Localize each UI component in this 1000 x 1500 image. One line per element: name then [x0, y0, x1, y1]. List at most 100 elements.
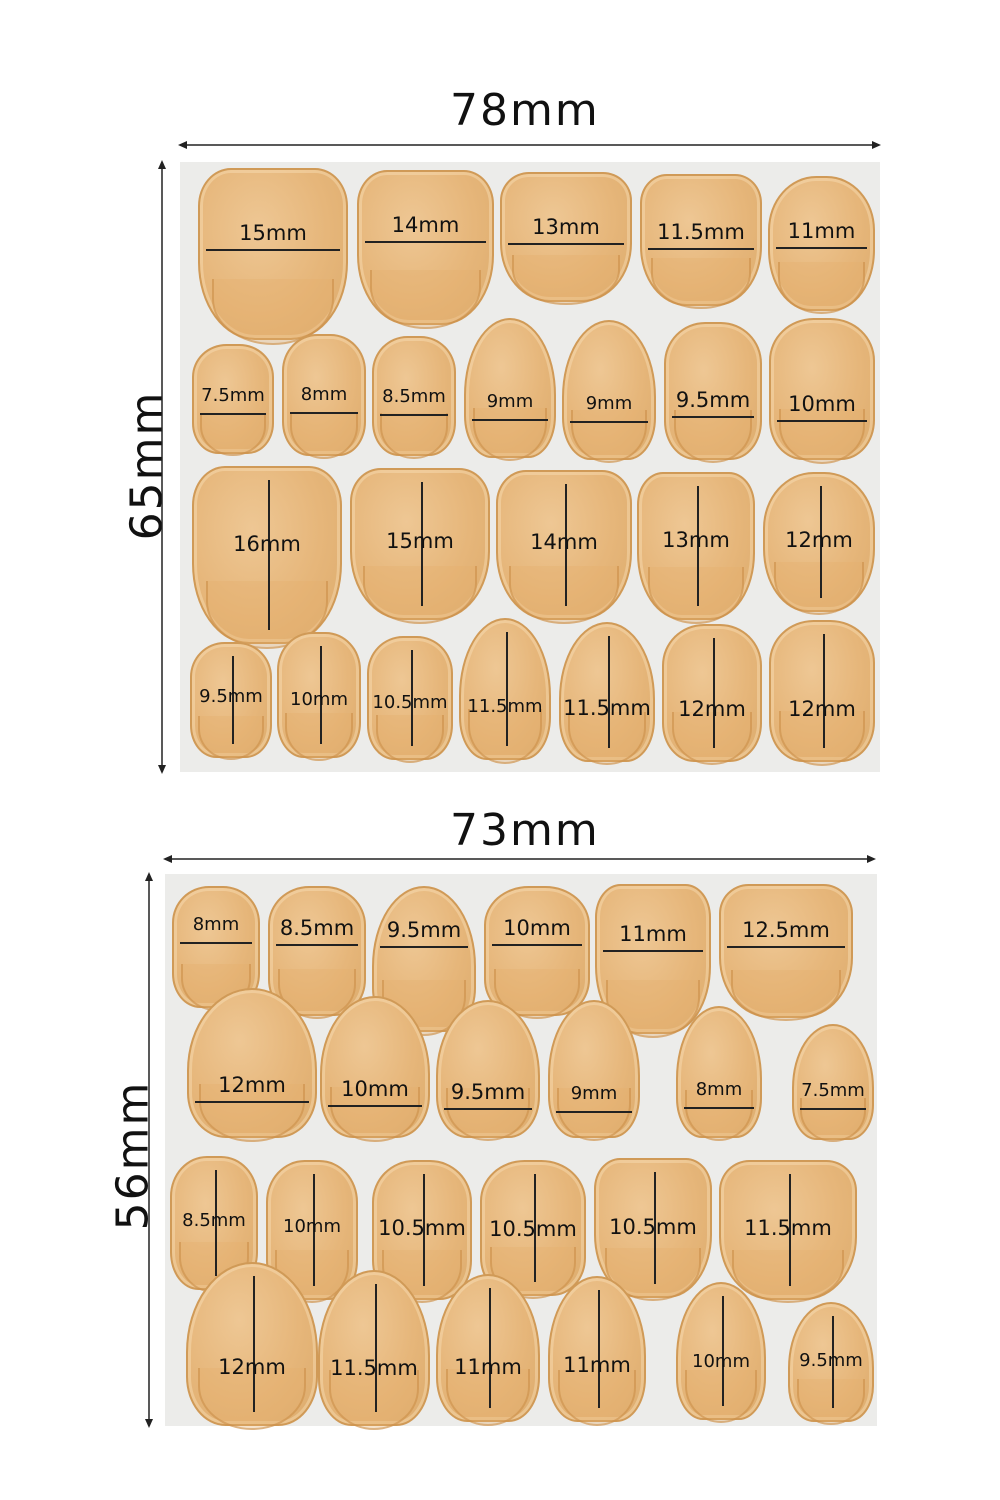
sticker-size-label: 10.5mm — [489, 1217, 577, 1241]
sticker-size-label: 12mm — [678, 697, 746, 721]
sheet-1-sticker: 9.5mm — [190, 642, 272, 761]
sheet-1-sticker: 14mm — [357, 170, 494, 330]
sticker-size-label: 8mm — [300, 384, 348, 405]
width-measure-line — [508, 243, 624, 245]
sticker-size-label: 9.5mm — [386, 918, 462, 942]
sticker-size-label: 10mm — [692, 1351, 750, 1372]
sheet-2-sticker: 10mm — [676, 1282, 766, 1424]
width-measure-line — [206, 249, 340, 251]
sheet-1-sticker: 11.5mm — [559, 622, 655, 766]
sticker-size-label: 11.5mm — [563, 696, 651, 720]
sheet-1-sticker: 15mm — [350, 468, 490, 624]
sticker-size-label: 10mm — [283, 1216, 341, 1237]
sticker-tab — [330, 1087, 420, 1142]
sheet-2-sticker: 12mm — [187, 988, 317, 1142]
sheet-2-sticker: 9.5mm — [788, 1302, 874, 1425]
sticker-size-label: 8.5mm — [182, 1210, 246, 1231]
sheet-2-width-arrow — [163, 855, 876, 863]
sticker-size-label: 10mm — [290, 689, 348, 710]
sticker-tab — [380, 412, 448, 459]
sheet-2-sticker: 7.5mm — [792, 1024, 874, 1143]
sheet-1-sticker: 13mm — [500, 172, 632, 306]
sticker-tab — [200, 413, 266, 457]
sheet-2-sticker: 10.5mm — [594, 1158, 712, 1302]
sticker-size-label: 11mm — [454, 1355, 522, 1379]
sticker-size-label: 11.5mm — [744, 1216, 832, 1240]
sticker-tab — [571, 409, 647, 464]
height-measure-line — [823, 634, 825, 748]
width-measure-line — [672, 416, 754, 418]
sheet-1-width-label: 78mm — [450, 85, 600, 136]
sticker-size-label: 11.5mm — [657, 220, 745, 244]
sheet-1-sticker: 9.5mm — [664, 322, 762, 464]
sticker-size-label: 14mm — [530, 530, 598, 554]
height-measure-line — [421, 482, 423, 606]
sheet-2-sticker: 11.5mm — [318, 1270, 430, 1431]
sheet-2-sticker: 10mm — [484, 886, 590, 1020]
sticker-size-label: 12mm — [218, 1355, 286, 1379]
sheet-2-sticker: 9mm — [548, 1000, 640, 1142]
sheet-1-height-arrow — [158, 160, 166, 774]
sticker-size-label: 11.5mm — [330, 1356, 418, 1380]
sticker-size-label: 12mm — [785, 528, 853, 552]
height-measure-line — [598, 1290, 600, 1408]
sticker-size-label: 10mm — [503, 916, 571, 940]
height-measure-line — [411, 650, 413, 746]
height-measure-line — [232, 656, 234, 744]
sticker-size-label: 7.5mm — [201, 385, 265, 406]
width-measure-line — [195, 1101, 309, 1103]
sheet-1-sticker: 10mm — [769, 318, 875, 464]
sheet-2-sticker: 8mm — [172, 886, 260, 1011]
width-measure-line — [492, 944, 582, 946]
sheet-2-sticker: 8.5mm — [268, 886, 366, 1020]
height-measure-line — [506, 632, 508, 746]
height-measure-line — [375, 1284, 377, 1412]
sheet-1-sticker: 9mm — [562, 320, 656, 464]
sheet-1-sticker: 11mm — [768, 176, 875, 315]
sticker-size-label: 9mm — [486, 391, 534, 412]
height-measure-line — [423, 1174, 425, 1286]
sticker-size-label: 12mm — [788, 697, 856, 721]
sticker-size-label: 16mm — [233, 532, 301, 556]
sheet-2-width-label: 73mm — [450, 805, 600, 856]
width-measure-line — [290, 412, 358, 414]
height-measure-line — [253, 1276, 255, 1412]
sticker-size-label: 11mm — [619, 922, 687, 946]
sticker-size-label: 9.5mm — [675, 388, 751, 412]
height-measure-line — [608, 636, 610, 748]
width-measure-line — [603, 950, 703, 952]
sheet-1-sticker: 15mm — [198, 168, 348, 345]
sticker-size-label: 8.5mm — [279, 916, 355, 940]
height-measure-line — [215, 1170, 217, 1276]
sheet-1-sticker: 13mm — [637, 472, 755, 624]
sticker-size-label: 8.5mm — [382, 386, 446, 407]
sticker-tab — [198, 715, 264, 761]
sticker-tab — [684, 1370, 758, 1424]
height-measure-line — [534, 1174, 536, 1282]
width-measure-line — [444, 1108, 532, 1110]
sticker-size-label: 9mm — [570, 1083, 618, 1104]
sheet-1-sticker: 7.5mm — [192, 344, 274, 457]
sticker-tab — [468, 709, 542, 764]
height-measure-line — [489, 1288, 491, 1408]
width-measure-line — [380, 414, 448, 416]
sheet-1-sticker: 10.5mm — [367, 636, 453, 763]
sheet-1-sticker: 11.5mm — [640, 174, 762, 310]
height-measure-line — [713, 638, 715, 748]
width-measure-line — [570, 421, 648, 423]
sticker-size-label: 11.5mm — [467, 696, 543, 717]
width-measure-line — [727, 946, 845, 948]
sticker-size-label: 8mm — [192, 914, 240, 935]
sticker-size-label: 10mm — [788, 392, 856, 416]
width-measure-line — [328, 1105, 422, 1107]
sheet-2-height-arrow — [145, 872, 153, 1428]
sheet-2-sticker: 8mm — [676, 1006, 762, 1142]
width-measure-line — [200, 413, 266, 415]
sticker-size-label: 15mm — [239, 221, 307, 245]
sheet-1-width-arrow — [178, 141, 881, 149]
width-measure-line — [180, 942, 252, 944]
sticker-size-label: 12mm — [218, 1073, 286, 1097]
width-measure-line — [276, 944, 358, 946]
sticker-size-label: 8mm — [695, 1079, 743, 1100]
sticker-tab — [285, 712, 353, 761]
